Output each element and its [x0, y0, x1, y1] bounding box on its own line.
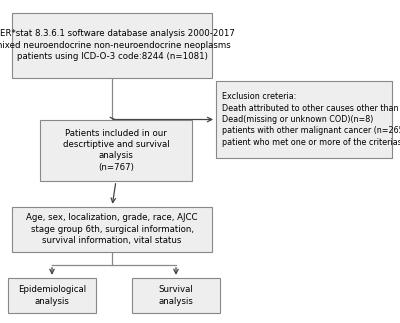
FancyBboxPatch shape — [12, 207, 212, 252]
Text: Patients included in our
descrtiptive and survival
analysis
(n=767): Patients included in our descrtiptive an… — [63, 129, 169, 172]
FancyBboxPatch shape — [132, 278, 220, 313]
FancyBboxPatch shape — [8, 278, 96, 313]
FancyBboxPatch shape — [216, 81, 392, 158]
Text: Survival
analysis: Survival analysis — [158, 285, 194, 306]
FancyBboxPatch shape — [12, 13, 212, 78]
Text: SEER*stat 8.3.6.1 software database analysis 2000-2017
mixed neuroendocrine non-: SEER*stat 8.3.6.1 software database anal… — [0, 29, 235, 61]
Text: Exclusion creteria:
Death attributed to other causes other than MiNEN(n=86)
Dead: Exclusion creteria: Death attributed to … — [222, 92, 400, 147]
Text: Epidemiological
analysis: Epidemiological analysis — [18, 285, 86, 306]
FancyBboxPatch shape — [40, 120, 192, 181]
Text: Age, sex, localization, grade, race, AJCC
stage group 6th, surgical information,: Age, sex, localization, grade, race, AJC… — [26, 214, 198, 245]
